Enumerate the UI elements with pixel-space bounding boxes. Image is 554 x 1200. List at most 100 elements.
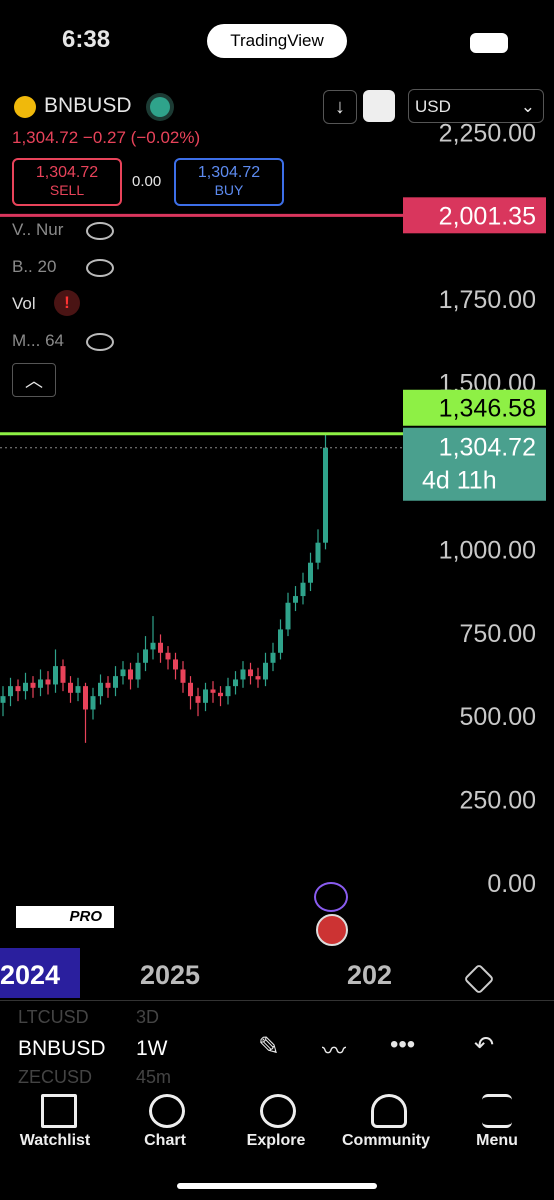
watchlist-icon [41, 1094, 77, 1128]
symbol: BNBUSD [18, 1037, 106, 1060]
last-price-label: 1,304.72 [439, 434, 536, 462]
app-pill: TradingView [207, 24, 347, 58]
tab[interactable]: Community [342, 1132, 430, 1149]
date-highlight [0, 948, 80, 998]
high-label-box [403, 389, 546, 426]
candle-body [173, 659, 178, 670]
candle-body [8, 686, 13, 697]
candle-body [293, 596, 298, 603]
candle-body [143, 649, 148, 663]
candle-body [105, 682, 111, 688]
candle-body [248, 669, 253, 677]
candle-body [195, 696, 201, 703]
sell-button[interactable]: 1,304.72 SELL [12, 158, 122, 206]
symbol-icon [14, 96, 36, 118]
toolbar: LTCUSD 3D BNBUSD 1W ZECUSD 45m ✎ 〰 ••• ↶ [0, 1000, 554, 1089]
home-indicator [177, 1183, 377, 1189]
alert-label: 2,001.35 [439, 202, 536, 230]
active-symbol[interactable]: BNBUSD 1W [18, 1037, 168, 1061]
currency-select[interactable]: USD ⌄ [408, 89, 544, 123]
tab[interactable]: Watchlist [19, 1132, 91, 1149]
candle-body [180, 669, 186, 683]
candle-body [278, 629, 283, 653]
change: −0.27 [82, 128, 126, 147]
sell-price: 1,304.72 [35, 164, 99, 181]
recent-symbol[interactable]: ZECUSD 45m [18, 1067, 171, 1088]
y-tick-label: 1,000.00 [439, 536, 536, 564]
clock: 6:38 [62, 26, 111, 53]
candle-body [90, 696, 96, 710]
draw-tool[interactable]: ✎ [258, 1031, 280, 1061]
candle-body [15, 686, 21, 692]
candle-body [308, 562, 313, 583]
indicator-name: M... [12, 331, 41, 350]
candle-body [38, 679, 43, 688]
candle-body [285, 602, 291, 630]
tab[interactable]: Explore [246, 1132, 306, 1149]
y-tick-label: 750.00 [460, 620, 536, 648]
logo: PRO [16, 906, 114, 928]
candle-body [323, 447, 328, 543]
currency: USD [415, 97, 451, 116]
menu-icon [482, 1094, 512, 1128]
compare-button[interactable] [363, 90, 395, 122]
candle-body [150, 642, 156, 650]
candle-body [120, 669, 126, 677]
assistant-icon[interactable] [314, 882, 348, 912]
candle-body [188, 682, 193, 697]
candle-body [158, 642, 163, 653]
indicator-name: Vol [12, 294, 36, 313]
region-flag[interactable] [316, 914, 348, 946]
buy-button[interactable]: 1,304.72 BUY [174, 158, 284, 206]
candle-body [315, 542, 321, 563]
candle-body [165, 652, 171, 660]
symbol[interactable]: BNBUSD [44, 94, 132, 117]
indicator-name: V.. [12, 220, 32, 239]
tab[interactable]: Chart [144, 1132, 186, 1149]
recent-symbol[interactable]: LTCUSD 3D [18, 1007, 159, 1028]
candle-body [53, 666, 58, 685]
indicator[interactable]: V.. Nur [12, 220, 114, 240]
alert-label-box [403, 197, 546, 234]
x-label: 202 [347, 960, 393, 990]
candle-body [0, 696, 6, 703]
candle-body [203, 689, 208, 703]
explore-icon [260, 1094, 296, 1128]
candle-body [98, 682, 103, 697]
chart-icon [149, 1094, 185, 1128]
y-tick-label: 500.00 [460, 703, 536, 731]
interval: 1W [136, 1037, 168, 1060]
buy-price: 1,304.72 [197, 164, 261, 181]
candle-body [240, 669, 246, 680]
candle-body [68, 682, 73, 693]
x-label: 2024 [0, 960, 61, 990]
indicator[interactable]: Vol! [12, 290, 80, 316]
tab[interactable]: Menu [476, 1132, 518, 1149]
symbol: LTCUSD [18, 1007, 89, 1027]
collapse-button[interactable]: ︿ [12, 363, 56, 397]
quote: 1,304.72 −0.27 (−0.02%) [12, 128, 200, 148]
candle-body [113, 676, 118, 688]
interval: 45m [136, 1067, 172, 1087]
download-button[interactable]: ↓ [323, 90, 357, 124]
indicator-param: 20 [37, 257, 57, 276]
last-price: 1,304.72 [12, 128, 79, 147]
y-tick-label: 0.00 [487, 870, 536, 898]
candle-body [225, 686, 231, 697]
trend-tool[interactable]: 〰 [322, 1038, 346, 1065]
more-tools[interactable]: ••• [390, 1031, 416, 1058]
indicator[interactable]: M... 64 [12, 331, 114, 351]
candle-body [23, 682, 28, 692]
y-tick-label: 2,250.00 [439, 119, 536, 147]
countdown: 4d 11h [422, 467, 497, 495]
indicator[interactable]: B.. 20 [12, 257, 114, 277]
undo[interactable]: ↶ [474, 1032, 495, 1059]
indicator-param: 64 [45, 331, 64, 350]
symbol: ZECUSD [18, 1067, 93, 1087]
battery [470, 33, 508, 53]
buy-label: BUY [214, 182, 244, 198]
candle-body [218, 692, 223, 697]
candle-body [300, 582, 306, 597]
indicator-name: B.. [12, 257, 33, 276]
